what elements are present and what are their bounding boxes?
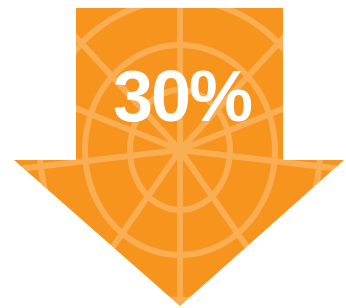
discount-label: 30% [113,57,252,137]
page: 30% (() => { const data = JSON.parse(doc… [0,0,346,308]
discount-arrow: 30% [0,0,346,308]
arrow-texture [10,0,346,308]
